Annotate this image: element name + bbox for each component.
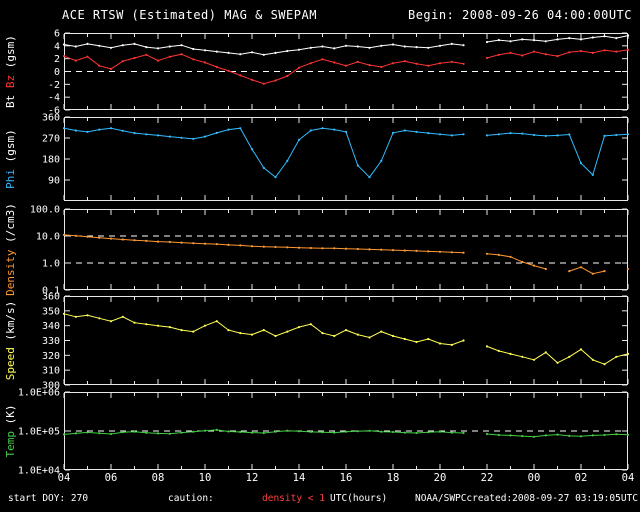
panel-frame	[64, 117, 628, 201]
y-tick-label: 1.0E+06	[18, 388, 60, 399]
y-tick-label: 330	[42, 336, 60, 347]
y-tick-label: 2	[54, 54, 60, 65]
x-axis-label: UTC(hours)	[330, 493, 388, 504]
x-tick-label: 16	[339, 472, 353, 484]
plot-title: ACE RTSW (Estimated) MAG & SWEPAM	[62, 8, 317, 22]
panel-frame	[64, 392, 628, 470]
panel-frame	[64, 33, 628, 110]
y-tick-label: 100.0	[30, 205, 60, 216]
y-tick-label: 4	[54, 41, 60, 52]
panel-frame	[64, 296, 628, 385]
y-tick-label: 10.0	[36, 232, 60, 243]
phi-axis-label: Phi (gsm)	[4, 129, 17, 189]
y-tick-label: 1.0	[42, 259, 60, 270]
y-tick-label: 0	[54, 67, 60, 78]
x-tick-label: 22	[480, 472, 494, 484]
x-tick-label: 00	[527, 472, 541, 484]
begin-timestamp: Begin: 2008-09-26 04:00:00UTC	[407, 8, 632, 22]
created-timestamp: created:2008-09-27 03:19:05UTC	[466, 493, 638, 504]
temp-axis-label: Temp (K)	[4, 405, 17, 458]
y-tick-label: 0.1	[42, 286, 60, 297]
agency-label: NOAA/SWPC	[415, 493, 467, 504]
start-doy-label: start DOY: 270	[8, 493, 89, 504]
y-tick-label: 360	[42, 113, 60, 124]
y-tick-label: 340	[42, 321, 60, 332]
bz-series	[62, 48, 630, 85]
y-tick-label: 310	[42, 366, 60, 377]
panel-phi-plot: 360 270 180 90 Phi (gsm)	[4, 113, 630, 201]
x-tick-label: 04	[57, 472, 71, 484]
y-tick-label: 180	[42, 155, 60, 166]
x-tick-label: 06	[104, 472, 118, 484]
y-tick-label: 1.0E+05	[18, 427, 60, 438]
density-series	[63, 234, 629, 275]
y-tick-label: 270	[42, 134, 60, 145]
phi-series	[62, 127, 630, 179]
x-tick-label: 18	[386, 472, 400, 484]
y-tick-label: -6	[48, 106, 60, 117]
y-tick-label: 6	[54, 29, 60, 40]
x-tick-label: 10	[198, 472, 212, 484]
caution-label: caution:	[168, 493, 214, 504]
y-tick-label: 320	[42, 351, 60, 362]
panel-bt-bz-plot: 64 2 0 -2 -4 -6 Bt Bz (gsm)	[4, 29, 630, 117]
bt-bz-axis-label: Bt Bz (gsm)	[4, 35, 17, 108]
y-tick-label: -2	[48, 80, 60, 91]
panel-frame	[64, 209, 628, 290]
temp-series	[62, 428, 630, 438]
y-tick-label: 300	[42, 381, 60, 392]
y-tick-label: 90	[48, 176, 60, 187]
y-tick-label: 1.0E+04	[18, 466, 60, 477]
x-tick-label: 04	[621, 472, 635, 484]
y-tick-label: 350	[42, 306, 60, 317]
panel-density-plot: 100.0 10.0 1.0 0.1 Density (/cm3)	[4, 203, 640, 297]
y-tick-label: -4	[48, 93, 60, 104]
x-tick-label: 12	[245, 472, 259, 484]
x-tick-label: 02	[574, 472, 588, 484]
x-tick-label: 14	[292, 472, 306, 484]
density-axis-label: Density (/cm3)	[4, 203, 17, 296]
x-axis-tick-labels: 04 06 08 10 12 14 16 18 20 22 00 02 04	[0, 472, 640, 485]
footer: start DOY: 270 caution: density < 1 UTC(…	[0, 493, 640, 507]
panel-speed-plot: 360 350 340 330 320 310 300 Speed (km/s)	[4, 292, 630, 392]
x-tick-label: 20	[433, 472, 447, 484]
caution-value: density < 1	[262, 493, 325, 504]
y-tick-label: 360	[42, 292, 60, 303]
speed-series	[62, 312, 630, 366]
bt-series	[62, 34, 630, 56]
x-tick-label: 08	[151, 472, 165, 484]
speed-axis-label: Speed (km/s)	[4, 301, 17, 380]
